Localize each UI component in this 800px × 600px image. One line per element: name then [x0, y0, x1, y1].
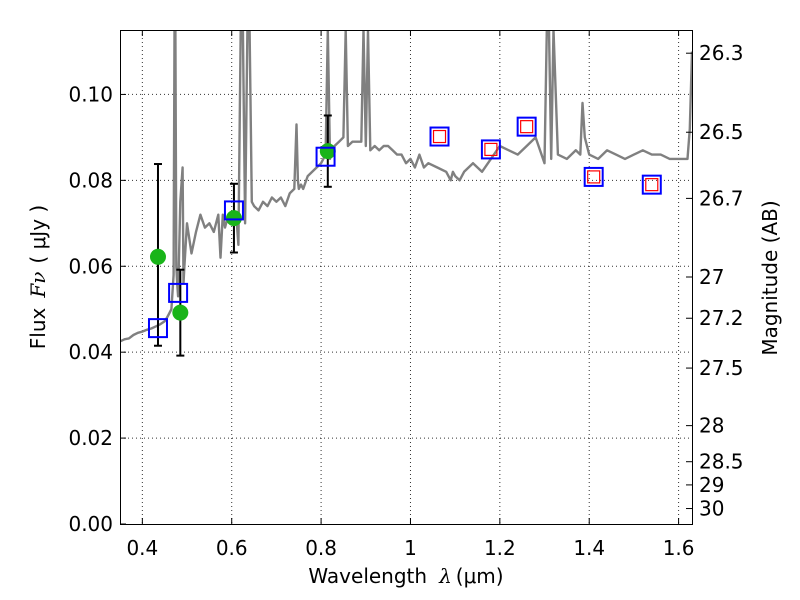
y-axis-title: FluxFν( μJy ): [26, 205, 50, 349]
y2-tick-label: 28: [699, 414, 724, 438]
grid-lines: [120, 30, 692, 524]
green-data-point: [172, 305, 188, 321]
x-tick-label: 0.8: [305, 536, 337, 560]
flux-wavelength-chart: 0.4 0.6 0.8 1 1.2 1.4 1.6 0.00 0.02 0.04 0.06 0.08…: [0, 0, 800, 600]
y-tick-label: 0.08: [68, 168, 113, 192]
red-square-marker: [588, 171, 600, 183]
x-tick-label: 1.2: [484, 536, 516, 560]
y2-tick-label: 26.5: [699, 120, 744, 144]
x-tick-label: 0.6: [216, 536, 248, 560]
y-tick-label: 0.04: [68, 340, 113, 364]
x-tick-label: 1.6: [663, 536, 695, 560]
green-data-point: [150, 249, 166, 265]
x-tick-label: 1.4: [573, 536, 605, 560]
y2-axis-title: Magnitude (AB): [758, 200, 782, 355]
plot-frame: [121, 31, 693, 525]
y2-tick-label: 26.3: [699, 41, 744, 65]
y2-tick-label: 27.2: [699, 306, 744, 330]
y2-tick-label: 27.5: [699, 356, 744, 380]
y-axis: 0.00 0.02 0.04 0.06 0.08 0.10: [68, 82, 126, 536]
red-square-marker: [521, 121, 533, 133]
y2-tick-label: 27: [699, 265, 724, 289]
y2-tick-label: 30: [699, 497, 724, 521]
spectrum-line: [120, 30, 692, 341]
y-tick-label: 0.10: [68, 82, 113, 106]
y-tick-label: 0.00: [68, 512, 113, 536]
green-data-point: [320, 143, 336, 159]
red-square-marker: [646, 179, 658, 191]
plot-area: [120, 30, 692, 356]
green-data-point: [226, 210, 242, 226]
y-tick-label: 0.06: [68, 254, 113, 278]
red-square-marker: [434, 131, 446, 143]
y2-tick-label: 28.5: [699, 450, 744, 474]
x-tick-label: 0.4: [126, 536, 158, 560]
y2-tick-label: 29: [699, 473, 724, 497]
x-tick-label: 1: [404, 536, 417, 560]
y-tick-label: 0.02: [68, 426, 113, 450]
x-axis-title: Wavelength λ (μm): [308, 564, 503, 588]
y2-tick-label: 26.7: [699, 186, 744, 210]
